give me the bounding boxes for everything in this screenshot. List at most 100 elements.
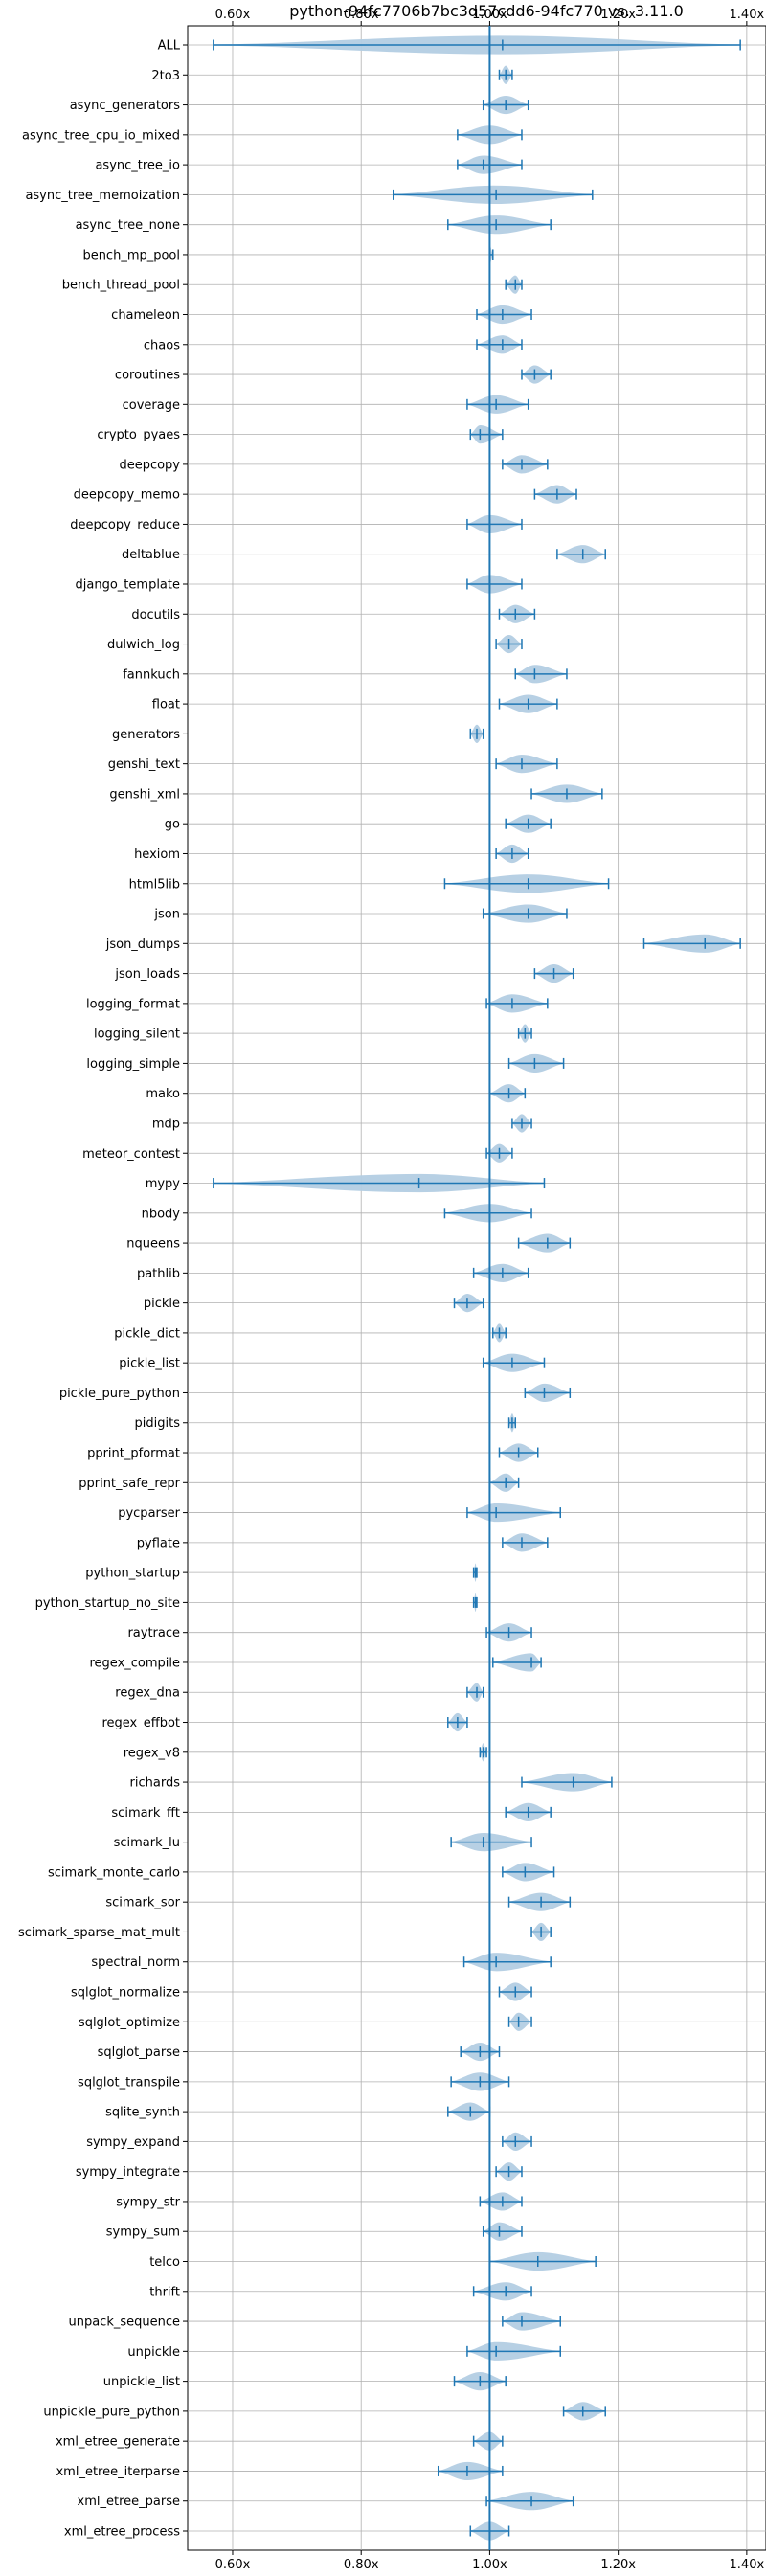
benchmark-label: regex_dna bbox=[115, 1686, 180, 1701]
violin-group bbox=[466, 514, 523, 534]
violin-group bbox=[524, 1383, 572, 1403]
benchmark-label: sympy_integrate bbox=[76, 2165, 180, 2180]
benchmark-label: regex_compile bbox=[89, 1656, 180, 1670]
benchmark-label: sympy_sum bbox=[106, 2226, 180, 2240]
violin-group bbox=[453, 1294, 484, 1313]
violin-group bbox=[460, 2042, 501, 2062]
violin-group bbox=[447, 1712, 468, 1732]
benchmark-label: mypy bbox=[146, 1177, 181, 1191]
violin-group bbox=[213, 35, 741, 55]
violin-group bbox=[495, 2162, 523, 2181]
benchmark-label: meteor_contest bbox=[82, 1147, 180, 1162]
benchmark-label: sqlite_synth bbox=[105, 2106, 180, 2120]
benchmark-label: json bbox=[153, 908, 180, 922]
benchmark-label: crypto_pyaes bbox=[97, 428, 180, 442]
violin-group bbox=[437, 2461, 504, 2481]
benchmark-label: logging_format bbox=[86, 997, 180, 1011]
benchmark-label: hexiom bbox=[134, 847, 180, 862]
violin-group bbox=[485, 994, 549, 1013]
violin-group bbox=[517, 1233, 572, 1253]
violin-group bbox=[507, 1892, 572, 1911]
benchmark-label: json_loads bbox=[114, 967, 180, 982]
benchmark-label: sympy_expand bbox=[86, 2135, 180, 2150]
violin-group bbox=[642, 934, 741, 953]
benchmark-label: async_tree_memoization bbox=[25, 189, 180, 203]
violin-group bbox=[466, 2341, 561, 2361]
violin-group bbox=[462, 1953, 552, 1972]
benchmark-label: chaos bbox=[144, 338, 180, 352]
violin-group bbox=[511, 1114, 532, 1133]
benchmark-label: scimark_fft bbox=[111, 1806, 180, 1820]
violin-group bbox=[502, 455, 549, 474]
benchmark-label: telco bbox=[149, 2255, 180, 2270]
benchmark-label: scimark_sparse_mat_mult bbox=[18, 1926, 180, 1940]
benchmark-label: nqueens bbox=[126, 1237, 180, 1252]
benchmark-label: chameleon bbox=[111, 308, 180, 323]
benchmark-label: xml_etree_iterparse bbox=[56, 2465, 180, 2479]
violin-group bbox=[507, 2012, 532, 2031]
violin-group bbox=[498, 604, 536, 623]
benchmark-label: bench_mp_pool bbox=[82, 248, 180, 262]
benchmark-label: thrift bbox=[149, 2285, 180, 2299]
x-tick-label-top: 0.80x bbox=[344, 8, 379, 22]
benchmark-label: pickle_pure_python bbox=[59, 1387, 180, 1401]
violin-group bbox=[447, 2102, 491, 2121]
benchmark-label: logging_silent bbox=[94, 1028, 180, 1042]
violin-group bbox=[213, 1173, 546, 1193]
benchmark-label: pprint_safe_repr bbox=[79, 1477, 180, 1491]
benchmark-label: sqlglot_parse bbox=[98, 2045, 180, 2060]
x-tick-label-top: 0.60x bbox=[215, 8, 251, 22]
benchmark-label: deepcopy_reduce bbox=[70, 518, 180, 532]
violin-group bbox=[502, 2132, 532, 2151]
benchmark-label: generators bbox=[112, 728, 180, 742]
benchmark-label: unpickle_list bbox=[103, 2375, 180, 2389]
benchmark-label: deepcopy_memo bbox=[74, 488, 180, 503]
violin-group bbox=[530, 1922, 552, 1942]
violin-group bbox=[476, 335, 523, 354]
x-tick-label-bottom: 0.60x bbox=[215, 2558, 251, 2572]
benchmark-label: genshi_text bbox=[108, 757, 180, 772]
violin-group bbox=[498, 1982, 532, 2001]
violin-group bbox=[485, 1143, 513, 1163]
benchmark-label: deltablue bbox=[122, 548, 180, 562]
benchmark-label: regex_v8 bbox=[124, 1746, 180, 1760]
benchmark-label: async_generators bbox=[70, 99, 181, 113]
benchmark-label: pyflate bbox=[137, 1536, 180, 1550]
benchmark-label: dulwich_log bbox=[107, 638, 180, 652]
benchmark-label: unpack_sequence bbox=[68, 2316, 180, 2330]
violin-group bbox=[472, 2431, 504, 2451]
benchmark-label: sympy_str bbox=[116, 2195, 180, 2209]
violin-group bbox=[450, 1833, 532, 1852]
violin-group bbox=[521, 1773, 613, 1792]
benchmark-label: pickle bbox=[144, 1297, 180, 1311]
benchmark-label: unpickle bbox=[127, 2345, 180, 2360]
benchmark-label: docutils bbox=[131, 608, 180, 622]
benchmark-label: pickle_list bbox=[119, 1357, 180, 1371]
benchmark-label: pycparser bbox=[118, 1506, 180, 1521]
violin-group bbox=[466, 1683, 484, 1702]
benchmark-label: json_dumps bbox=[105, 938, 180, 952]
violin-group bbox=[482, 904, 568, 923]
violin-group bbox=[466, 575, 523, 594]
violin-group bbox=[502, 1533, 549, 1552]
violin-group bbox=[466, 1503, 561, 1523]
benchmark-label: go bbox=[165, 818, 180, 832]
benchmark-label: ALL bbox=[158, 39, 181, 54]
violin-group bbox=[472, 1563, 478, 1582]
benchmark-label: html5lib bbox=[129, 877, 180, 892]
violin-group bbox=[485, 1623, 532, 1642]
violin-group bbox=[472, 1263, 529, 1282]
violin-group bbox=[453, 2372, 507, 2391]
violin-group bbox=[498, 1443, 539, 1462]
benchmark-label: xml_etree_generate bbox=[56, 2435, 180, 2450]
benchmark-label: mako bbox=[146, 1087, 180, 1101]
violin-group bbox=[533, 485, 577, 504]
violin-group bbox=[450, 2072, 510, 2091]
benchmark-label: bench_thread_pool bbox=[62, 279, 180, 293]
violin-group bbox=[485, 2492, 574, 2511]
benchmark-label: deepcopy bbox=[119, 458, 180, 472]
violin-group bbox=[507, 1413, 517, 1433]
benchmark-label: pprint_pformat bbox=[87, 1447, 180, 1461]
benchmark-label: coroutines bbox=[115, 369, 180, 383]
